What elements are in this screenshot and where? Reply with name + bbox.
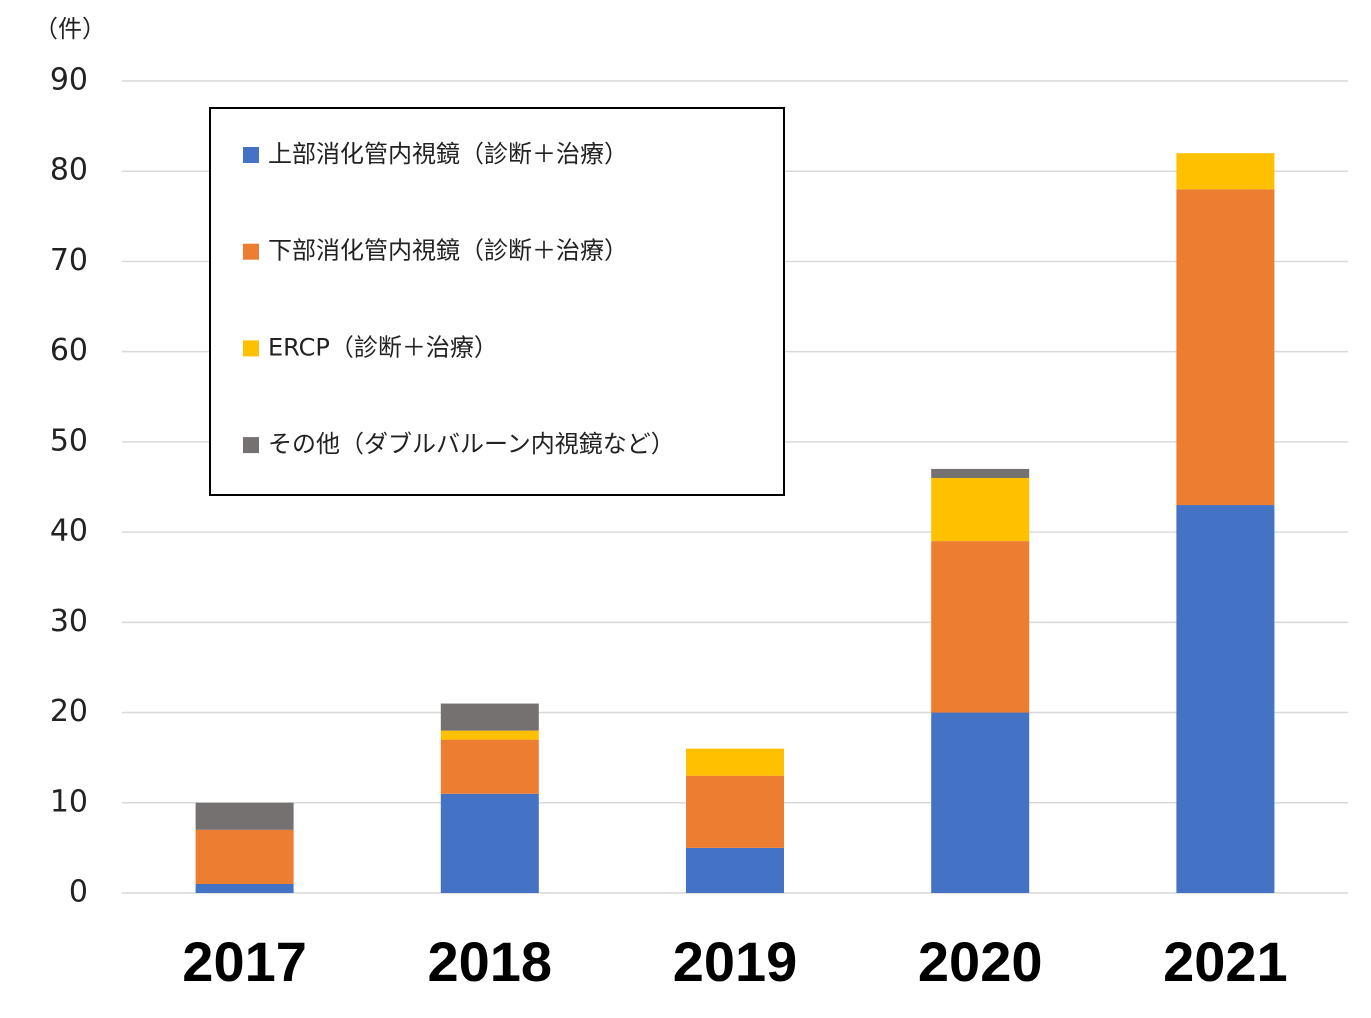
bar-segment [686, 748, 784, 776]
bar-segment [1176, 189, 1275, 506]
legend-swatch [243, 437, 259, 454]
bar-segment [931, 468, 1030, 478]
legend-box [209, 107, 785, 496]
y-tick-label: 50 [50, 423, 88, 458]
bar-segment [1176, 153, 1275, 190]
legend-label: その他（ダブルバルーン内視鏡など） [268, 430, 675, 458]
y-tick-label: 70 [50, 243, 88, 278]
y-tick-label: 30 [50, 604, 88, 639]
y-tick-label: 80 [50, 153, 88, 188]
bar-segment [931, 712, 1030, 893]
legend-label: ERCP（診断＋治療） [268, 333, 498, 361]
y-tick-label: 60 [50, 333, 88, 368]
y-tick-label: 40 [50, 514, 88, 549]
legend-label: 上部消化管内視鏡（診断＋治療） [268, 140, 628, 168]
y-tick-label: 90 [50, 63, 88, 98]
bar-segment [931, 541, 1030, 713]
x-tick-label: 2017 [182, 930, 307, 993]
y-tick-label: 0 [69, 875, 88, 910]
y-axis-label: （件） [34, 15, 106, 43]
bar-segment [686, 847, 784, 893]
legend-swatch [243, 340, 259, 357]
bar-segment [440, 793, 539, 893]
bar-segment [686, 775, 784, 848]
x-tick-label: 2020 [918, 930, 1043, 993]
legend-label: 下部消化管内視鏡（診断＋治療） [268, 237, 628, 265]
y-tick-label: 10 [50, 784, 88, 819]
bar-segment [195, 802, 294, 830]
x-tick-label: 2018 [428, 930, 553, 993]
bar-segment [440, 739, 539, 794]
bar-segment [1176, 505, 1275, 893]
x-tick-label: 2019 [673, 930, 798, 993]
bar-segment [195, 829, 294, 884]
bar-segment [440, 703, 539, 731]
bar-segment [440, 730, 539, 740]
legend-swatch [243, 243, 259, 260]
bar-segment [195, 883, 294, 893]
legend-swatch [243, 147, 259, 163]
bar-segment [931, 477, 1030, 542]
y-tick-label: 20 [50, 694, 88, 729]
x-tick-label: 2021 [1163, 930, 1288, 993]
